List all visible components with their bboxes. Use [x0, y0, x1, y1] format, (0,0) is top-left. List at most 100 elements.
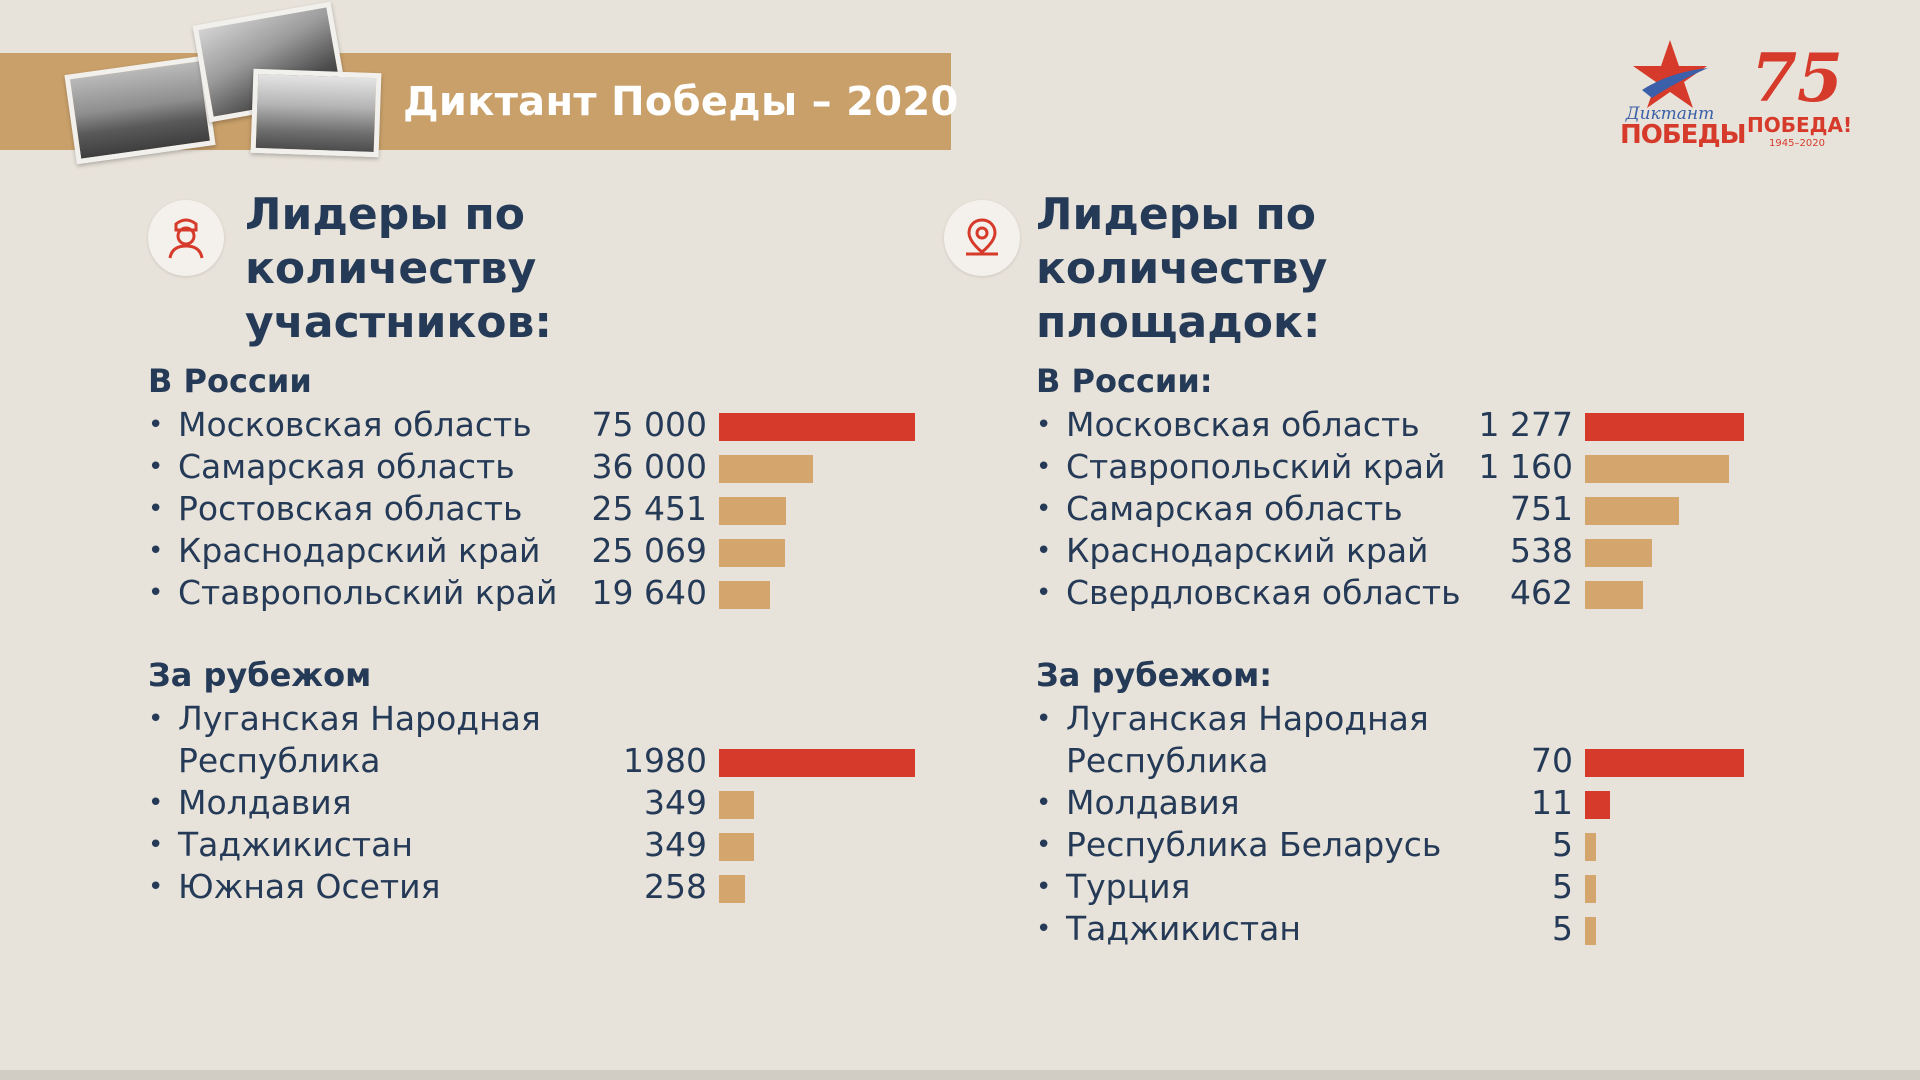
category-label: Краснодарский край: [178, 531, 541, 570]
list-item: • Таджикистан: [148, 825, 413, 865]
bullet-icon: •: [1036, 578, 1052, 608]
bar: [1585, 833, 1596, 861]
logo-75-years: 1945–2020: [1769, 138, 1825, 149]
person-avatar-icon: [148, 200, 224, 276]
list-item: • Молдавия: [1036, 783, 1240, 823]
location-pin-icon: [944, 200, 1020, 276]
list-item: • Самарская область: [1036, 489, 1403, 529]
category-label: Московская область: [178, 405, 532, 444]
bullet-icon: •: [1036, 704, 1052, 734]
category-label: Республика: [1066, 741, 1269, 780]
data-label: 462: [1510, 573, 1573, 612]
category-label: Московская область: [1066, 405, 1420, 444]
bar: [1585, 581, 1643, 609]
data-label: 538: [1510, 531, 1573, 570]
data-label: 1 277: [1478, 405, 1573, 444]
list-item: • Свердловская область: [1036, 573, 1461, 613]
data-label: 75 000: [591, 405, 707, 444]
logo-75-word: ПОБЕДА!: [1747, 113, 1853, 137]
list-item: • Турция: [1036, 867, 1190, 907]
dictant-pobedy-logo: Диктант ПОБЕДЫ: [1620, 38, 1747, 158]
list-item: • Ставропольский край: [1036, 447, 1445, 487]
venues-section-title: Лидеры по количеству площадок:: [1036, 189, 1328, 348]
header-banner: Диктант Победы – 2020: [0, 1, 958, 165]
data-label: 5: [1552, 867, 1573, 906]
bullet-icon: •: [1036, 410, 1052, 440]
bar: [1585, 455, 1729, 483]
bullet-icon: •: [1036, 452, 1052, 482]
bar: [1585, 917, 1596, 945]
bar: [719, 581, 770, 609]
group-label: В России:: [1036, 362, 1213, 400]
data-label: 11: [1531, 783, 1573, 822]
category-label: Молдавия: [1066, 783, 1240, 822]
bar: [1585, 539, 1652, 567]
bar: [1585, 791, 1610, 819]
list-item: • Ставропольский край: [148, 573, 557, 613]
bar: [1585, 497, 1679, 525]
list-item: Республика: [148, 741, 381, 781]
bullet-icon: •: [148, 494, 164, 524]
data-label: 5: [1552, 825, 1573, 864]
logo-word: ПОБЕДЫ: [1620, 120, 1747, 150]
bullet-icon: •: [148, 452, 164, 482]
bar: [719, 539, 785, 567]
group-label: В России: [148, 362, 312, 400]
list-item: • Молдавия: [148, 783, 352, 823]
group-label: За рубежом:: [1036, 656, 1273, 694]
bullet-icon: •: [1036, 914, 1052, 944]
victory-75-logo: 75 ПОБЕДА! 1945–2020: [1747, 45, 1853, 165]
category-label: Турция: [1066, 867, 1191, 906]
bullet-icon: •: [1036, 536, 1052, 566]
category-label: Республика: [178, 741, 381, 780]
data-label: 70: [1531, 741, 1573, 780]
list-item: Республика: [1036, 741, 1269, 781]
category-label: Самарская область: [178, 447, 515, 486]
category-label: Луганская Народная: [178, 699, 541, 738]
category-label: Ставропольский край: [1066, 447, 1446, 486]
category-label: Краснодарский край: [1066, 531, 1429, 570]
data-label: 25 451: [591, 489, 707, 528]
data-label: 258: [644, 867, 707, 906]
bullet-icon: •: [148, 410, 164, 440]
category-label: Луганская Народная: [1066, 699, 1429, 738]
list-item: • Таджикистан: [1036, 909, 1301, 949]
data-label: 1 160: [1478, 447, 1573, 486]
archive-photo: [250, 68, 382, 158]
logo-script-text: Диктант: [1625, 104, 1715, 124]
category-label: Ставропольский край: [178, 573, 558, 612]
bullet-icon: •: [1036, 872, 1052, 902]
category-label: Молдавия: [178, 783, 352, 822]
bar: [719, 791, 754, 819]
list-item: • Московская область: [148, 405, 532, 445]
category-label: Южная Осетия: [178, 867, 441, 906]
group-label: За рубежом: [148, 656, 372, 694]
star-icon: [1633, 40, 1708, 108]
category-label: Республика Беларусь: [1066, 825, 1442, 864]
slide-bottom-edge: [0, 1070, 1920, 1080]
bullet-icon: •: [1036, 494, 1052, 524]
archive-photo: [64, 55, 216, 165]
list-item: • Луганская Народная: [1036, 699, 1429, 739]
bar: [1585, 875, 1596, 903]
archive-photos: [62, 1, 392, 165]
bullet-icon: •: [148, 704, 164, 734]
bullet-icon: •: [148, 788, 164, 818]
bullet-icon: •: [1036, 788, 1052, 818]
bar: [719, 833, 754, 861]
category-label: Таджикистан: [1066, 909, 1301, 948]
list-item: • Московская область: [1036, 405, 1420, 445]
bullet-icon: •: [148, 872, 164, 902]
data-label: 751: [1510, 489, 1573, 528]
category-label: Таджикистан: [178, 825, 413, 864]
bar: [1585, 413, 1744, 441]
data-label: 349: [644, 825, 707, 864]
bullet-icon: •: [148, 536, 164, 566]
bar: [719, 497, 786, 525]
list-item: • Краснодарский край: [148, 531, 541, 571]
list-item: • Самарская область: [148, 447, 515, 487]
category-label: Ростовская область: [178, 489, 523, 528]
data-label: 349: [644, 783, 707, 822]
bar: [719, 413, 915, 441]
data-label: 5: [1552, 909, 1573, 948]
